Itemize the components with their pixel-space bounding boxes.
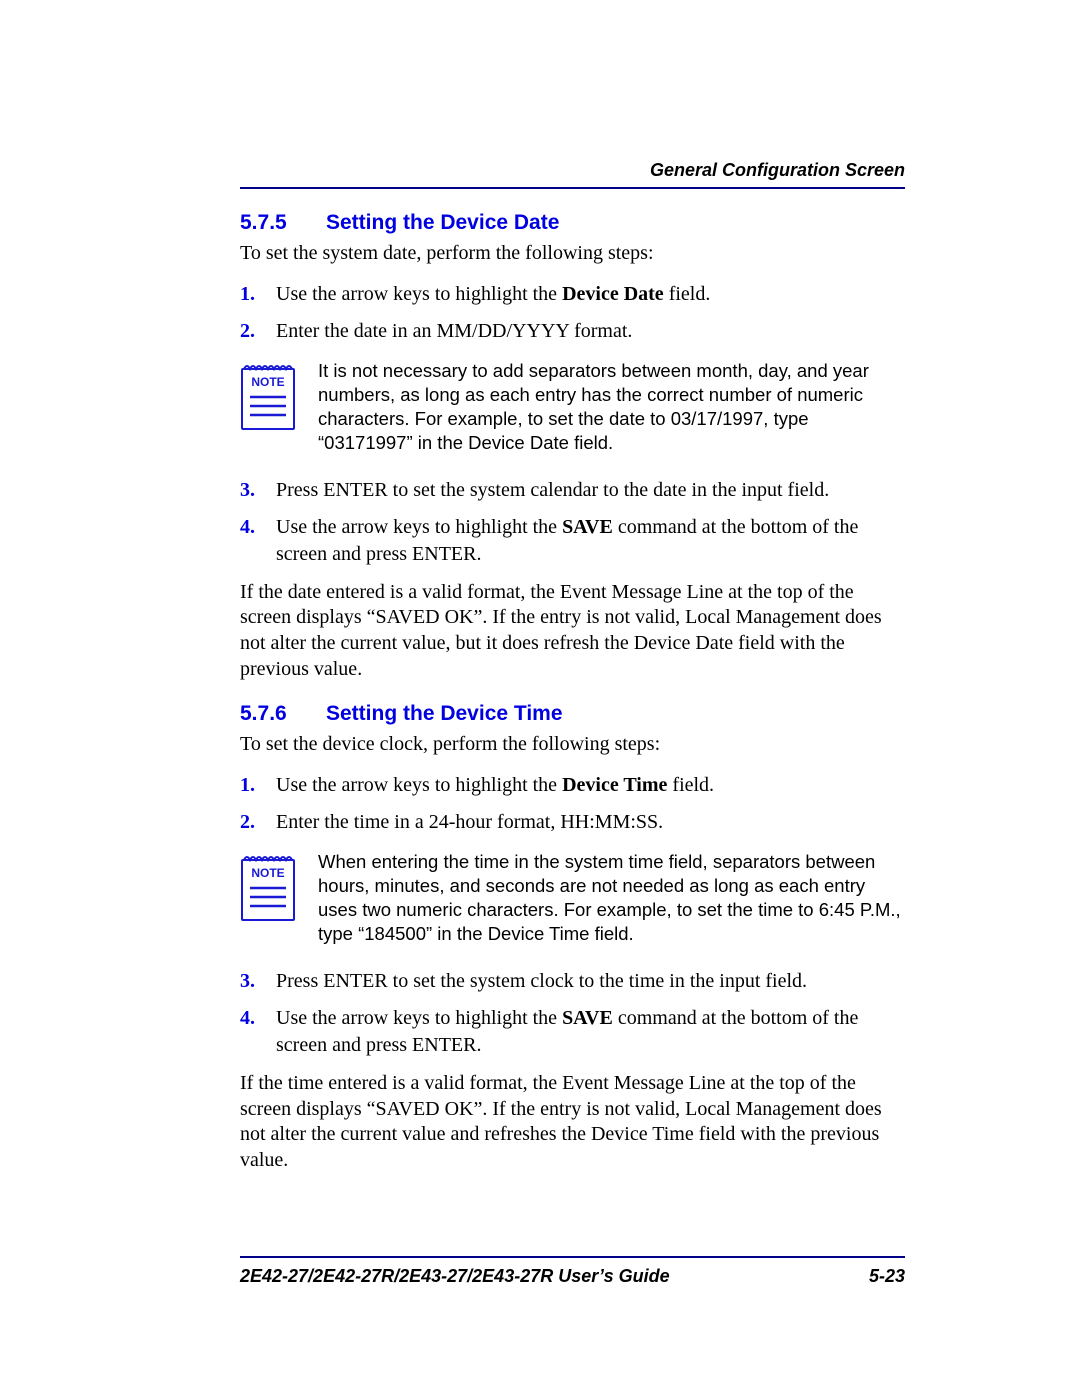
section-number: 5.7.6 bbox=[240, 702, 326, 726]
intro-576: To set the device clock, perform the fol… bbox=[240, 732, 905, 758]
note-576-text: When entering the time in the system tim… bbox=[318, 850, 905, 946]
step-576-1: 1.Use the arrow keys to highlight the De… bbox=[240, 772, 905, 799]
step-575-2: 2.Enter the date in an MM/DD/YYYY format… bbox=[240, 318, 905, 345]
outro-575: If the date entered is a valid format, t… bbox=[240, 580, 905, 682]
outro-576: If the time entered is a valid format, t… bbox=[240, 1071, 905, 1173]
step-575-3: 3.Press ENTER to set the system calendar… bbox=[240, 477, 905, 504]
section-number: 5.7.5 bbox=[240, 211, 326, 235]
footer-rule bbox=[240, 1256, 905, 1258]
step-576-4: 4.Use the arrow keys to highlight the SA… bbox=[240, 1005, 905, 1059]
header-rule bbox=[240, 187, 905, 189]
page-footer: 2E42-27/2E42-27R/2E43-27/2E43-27R User’s… bbox=[240, 1256, 905, 1287]
section-title: Setting the Device Date bbox=[326, 211, 559, 234]
section-title: Setting the Device Time bbox=[326, 702, 563, 725]
note-575-text: It is not necessary to add separators be… bbox=[318, 359, 905, 455]
step-576-3: 3.Press ENTER to set the system clock to… bbox=[240, 968, 905, 995]
step-575-1: 1.Use the arrow keys to highlight the De… bbox=[240, 281, 905, 308]
note-576: NOTE When entering the time in the syste… bbox=[240, 850, 905, 946]
note-575: NOTE It is not necessary to add separato… bbox=[240, 359, 905, 455]
note-icon: NOTE bbox=[240, 359, 296, 431]
note-icon: NOTE bbox=[240, 850, 296, 922]
steps-575-b: 3.Press ENTER to set the system calendar… bbox=[240, 477, 905, 568]
section-heading-575: 5.7.5Setting the Device Date bbox=[240, 211, 905, 235]
step-575-4: 4.Use the arrow keys to highlight the SA… bbox=[240, 514, 905, 568]
step-576-2: 2.Enter the time in a 24-hour format, HH… bbox=[240, 809, 905, 836]
intro-575: To set the system date, perform the foll… bbox=[240, 241, 905, 267]
section-heading-576: 5.7.6Setting the Device Time bbox=[240, 702, 905, 726]
steps-576-b: 3.Press ENTER to set the system clock to… bbox=[240, 968, 905, 1059]
document-page: General Configuration Screen 5.7.5Settin… bbox=[0, 0, 1080, 1397]
footer-page-number: 5-23 bbox=[869, 1266, 905, 1287]
svg-text:NOTE: NOTE bbox=[251, 866, 284, 880]
steps-576-a: 1.Use the arrow keys to highlight the De… bbox=[240, 772, 905, 836]
footer-guide-title: 2E42-27/2E42-27R/2E43-27/2E43-27R User’s… bbox=[240, 1266, 670, 1287]
steps-575-a: 1.Use the arrow keys to highlight the De… bbox=[240, 281, 905, 345]
svg-text:NOTE: NOTE bbox=[251, 375, 284, 389]
running-header: General Configuration Screen bbox=[240, 160, 905, 181]
